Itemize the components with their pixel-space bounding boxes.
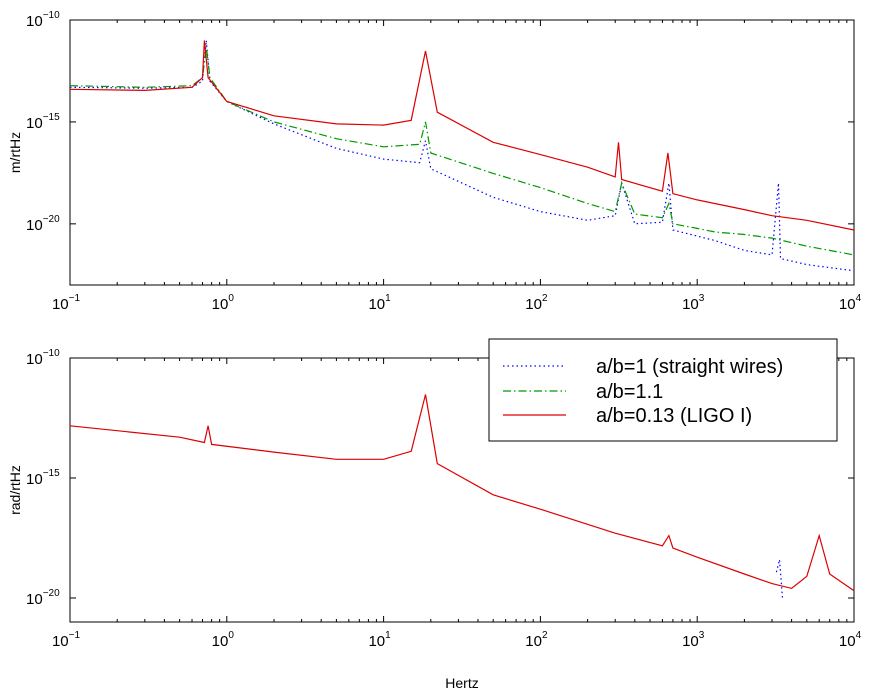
- x-tick-label-base: 10: [368, 633, 385, 650]
- x-tick-label-base: 10: [212, 633, 229, 650]
- x-tick-label: 10−1: [52, 630, 81, 650]
- bottom-y-axis-label: rad/rtHz: [7, 465, 23, 515]
- x-tick-label: 104: [839, 293, 862, 313]
- y-tick-label: 10−10: [26, 10, 60, 30]
- y-tick-label-exponent: −15: [43, 112, 60, 123]
- x-tick-label-base: 10: [682, 296, 699, 313]
- x-tick-label: 100: [212, 630, 235, 650]
- x-tick-label: 100: [212, 293, 235, 313]
- series-line-0: [69, 40, 855, 272]
- y-tick-label: 10−20: [26, 214, 60, 234]
- legend: a/b=1 (straight wires) a/b=1.1 a/b=0.13 …: [488, 338, 838, 442]
- y-tick-label-base: 10: [26, 471, 43, 488]
- y-tick-label-exponent: −10: [43, 10, 60, 21]
- y-tick-label-exponent: −10: [43, 348, 60, 359]
- bottom-plot-series: [69, 394, 855, 599]
- x-tick-label: 102: [525, 293, 548, 313]
- y-tick-label-exponent: −20: [43, 588, 60, 599]
- x-tick-label-base: 10: [839, 633, 856, 650]
- x-tick-label-base: 10: [212, 296, 229, 313]
- x-tick-label-exponent: 1: [385, 293, 391, 304]
- x-tick-label-base: 10: [52, 633, 69, 650]
- top-y-axis-label: m/rtHz: [7, 132, 23, 173]
- x-tick-label: 104: [839, 630, 862, 650]
- x-tick-label-exponent: 0: [228, 293, 234, 304]
- x-tick-label-exponent: 3: [699, 630, 705, 641]
- legend-label-ligo-i: a/b=0.13 (LIGO I): [596, 405, 752, 427]
- x-tick-label-exponent: −1: [69, 630, 81, 641]
- series-line-1: [69, 394, 855, 592]
- x-tick-label-exponent: 3: [699, 293, 705, 304]
- y-tick-label-exponent: −15: [43, 468, 60, 479]
- x-tick-label-base: 10: [368, 296, 385, 313]
- y-tick-label: 10−20: [26, 588, 60, 608]
- x-tick-label-base: 10: [525, 633, 542, 650]
- x-tick-label: 103: [682, 293, 705, 313]
- y-tick-label-base: 10: [26, 591, 43, 608]
- bottom-x-axis-label: Hertz: [445, 675, 478, 691]
- y-tick-label: 10−15: [26, 468, 60, 488]
- x-tick-label-exponent: 4: [856, 630, 862, 641]
- top-plot-frame: [69, 19, 855, 286]
- bottom-plot-frame: [69, 357, 855, 623]
- y-tick-label-base: 10: [26, 351, 43, 368]
- x-tick-label-exponent: −1: [69, 293, 81, 304]
- series-line-2: [69, 40, 855, 231]
- x-tick-label-exponent: 0: [228, 630, 234, 641]
- x-tick-label-base: 10: [52, 296, 69, 313]
- x-tick-label-base: 10: [839, 296, 856, 313]
- x-tick-label-base: 10: [682, 633, 699, 650]
- x-tick-label: 101: [368, 630, 391, 650]
- y-tick-label-base: 10: [26, 13, 43, 30]
- x-tick-label-exponent: 4: [856, 293, 862, 304]
- x-tick-label: 103: [682, 630, 705, 650]
- top-plot-series: [69, 40, 855, 272]
- x-tick-label: 10−1: [52, 293, 81, 313]
- y-tick-label-base: 10: [26, 115, 43, 132]
- y-tick-label-base: 10: [26, 217, 43, 234]
- legend-box: [488, 338, 838, 442]
- x-tick-label-exponent: 1: [385, 630, 391, 641]
- y-tick-label: 10−10: [26, 348, 60, 368]
- y-tick-label: 10−15: [26, 112, 60, 132]
- x-tick-label: 101: [368, 293, 391, 313]
- x-tick-label-exponent: 2: [542, 293, 548, 304]
- series-line-1: [69, 46, 855, 256]
- legend-label-ab-1-1: a/b=1.1: [596, 381, 663, 403]
- y-tick-label-exponent: −20: [43, 214, 60, 225]
- x-tick-label-base: 10: [525, 296, 542, 313]
- legend-label-straight-wires: a/b=1 (straight wires): [596, 356, 783, 378]
- x-tick-label: 102: [525, 630, 548, 650]
- x-tick-label-exponent: 2: [542, 630, 548, 641]
